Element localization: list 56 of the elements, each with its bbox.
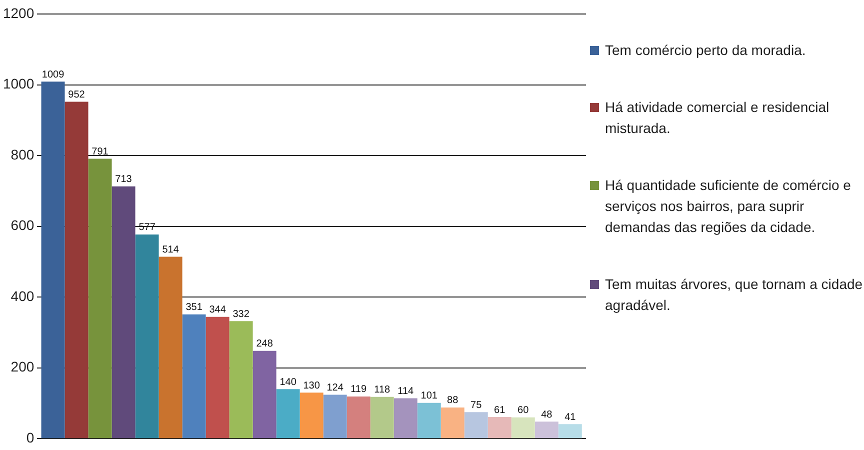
- bar: [464, 412, 488, 438]
- data-label: 713: [115, 174, 132, 186]
- bar: [323, 394, 347, 438]
- data-label: 61: [494, 404, 506, 416]
- data-label: 140: [280, 376, 297, 388]
- bar: [558, 424, 582, 438]
- bar: [511, 417, 535, 438]
- data-label: 48: [541, 409, 553, 420]
- data-label: 130: [303, 380, 320, 392]
- bar: [488, 417, 512, 438]
- legend-label: Há quantidade suficiente de comércio e serviços nos bairros, para suprir demandas das regiões da cidade.: [605, 176, 852, 237]
- data-label: 118: [374, 384, 390, 396]
- bar: [440, 407, 464, 438]
- data-label: 332: [232, 308, 250, 320]
- bar: [158, 256, 182, 438]
- data-label: 101: [420, 390, 438, 402]
- bar: [300, 392, 324, 438]
- y-tick-label: 600: [10, 217, 34, 234]
- y-tick-label: 1200: [2, 4, 34, 21]
- data-label: 124: [326, 382, 344, 394]
- bar: [417, 402, 441, 438]
- bar: [206, 316, 230, 438]
- data-label: 114: [398, 386, 414, 398]
- data-label: 351: [186, 302, 203, 314]
- bar: [276, 389, 300, 438]
- data-label: 88: [447, 395, 459, 406]
- data-label: 344: [209, 304, 226, 316]
- bar: [112, 186, 136, 438]
- data-label: 514: [162, 244, 180, 256]
- y-tick-label: 1000: [2, 76, 34, 92]
- bar: [346, 396, 370, 438]
- data-label: 1009: [42, 69, 65, 80]
- bar: [88, 158, 112, 438]
- bar: [394, 398, 418, 438]
- data-label: 248: [256, 338, 274, 350]
- data-label: 952: [68, 90, 86, 100]
- bar: [135, 234, 159, 438]
- data-label: 60: [518, 405, 530, 416]
- data-label: 119: [350, 384, 367, 396]
- y-tick-label: 0: [26, 429, 34, 446]
- bar: [370, 396, 394, 438]
- legend-label: Tem comércio perto da moradia.: [605, 41, 806, 60]
- data-label: 791: [92, 146, 109, 158]
- legend-label: Há atividade comercial e residencial misturada.: [605, 98, 830, 138]
- y-tick-label: 200: [10, 358, 34, 375]
- bar: [64, 102, 88, 438]
- data-label: 75: [470, 400, 482, 411]
- y-tick-label: 800: [10, 146, 34, 162]
- bar: [252, 350, 276, 438]
- bar: [182, 314, 206, 438]
- bar: [229, 321, 253, 438]
- bar: [41, 82, 65, 438]
- legend-label: Tem muitas árvores, que tornam a cidade agradável.: [605, 275, 864, 315]
- data-label: 41: [564, 412, 576, 423]
- y-tick-label: 400: [10, 288, 34, 304]
- bar: [534, 422, 558, 438]
